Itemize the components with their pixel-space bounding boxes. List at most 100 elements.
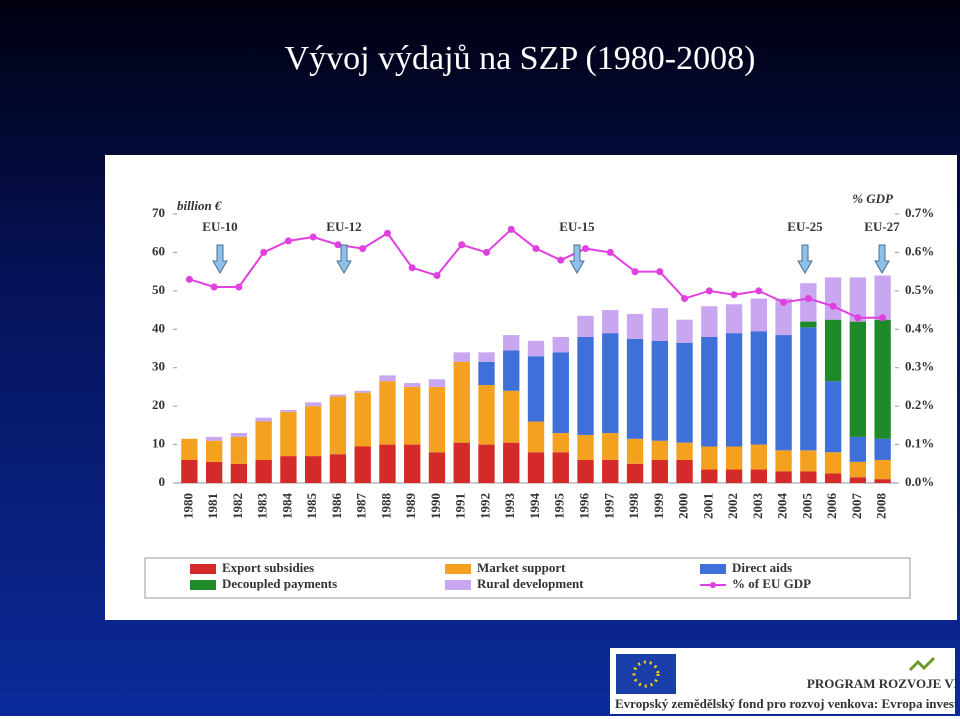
y2-tick-label: 0.6%: [905, 243, 934, 258]
legend-label: Decoupled payments: [222, 576, 337, 591]
annotation-arrow: [336, 244, 352, 274]
annotation: EU-10: [202, 219, 237, 234]
bar-segment: [329, 396, 347, 455]
y2-axis-label: % GDP: [852, 191, 894, 206]
x-tick-label: 1994: [527, 493, 542, 520]
bar-segment: [676, 342, 693, 443]
bar-segment: [453, 361, 470, 443]
bar-segment: [676, 319, 693, 343]
y2-tick-label: 0.2%: [905, 397, 934, 412]
bar-segment: [577, 459, 594, 483]
eu-flag: [616, 654, 676, 694]
legend-swatch: [700, 564, 726, 574]
line-marker: [879, 314, 887, 322]
bar-segment: [626, 313, 644, 339]
line-marker: [582, 245, 590, 253]
line-marker: [804, 295, 812, 303]
bar-segment: [800, 471, 817, 483]
bar-segment: [280, 411, 297, 457]
bar-segment: [824, 473, 842, 483]
bar-segment: [379, 444, 396, 483]
bar-segment: [775, 298, 792, 336]
bar-segment: [849, 321, 867, 437]
x-tick-label: 1993: [502, 493, 517, 520]
bar-segment: [354, 446, 371, 483]
bar-segment: [602, 433, 619, 460]
line-marker: [532, 245, 540, 253]
y2-tick-label: 0.7%: [905, 205, 934, 220]
y-tick-label: 30: [152, 359, 165, 374]
y2-tick-label: 0.5%: [905, 282, 934, 297]
bar-segment: [626, 463, 644, 483]
line-marker: [458, 241, 466, 249]
bar-segment: [478, 361, 495, 386]
bar-segment: [824, 452, 842, 474]
x-tick-label: 1985: [304, 493, 319, 520]
bar-segment: [725, 446, 743, 470]
legend-swatch: [190, 580, 216, 590]
y-tick-label: 40: [152, 320, 165, 335]
bar-segment: [701, 469, 718, 483]
bar-segment: [527, 356, 545, 422]
line-marker: [681, 295, 689, 303]
bar-segment: [255, 421, 272, 460]
bar-segment: [775, 335, 792, 451]
bar-segment: [701, 446, 718, 470]
x-tick-label: 2004: [775, 493, 790, 520]
y-tick-label: 10: [152, 436, 165, 451]
line-marker: [730, 291, 738, 299]
bar-segment: [280, 409, 297, 412]
bar-segment: [404, 383, 421, 387]
bar-segment: [428, 452, 446, 483]
footer: PROGRAM ROZVOJE VENKOVA Evropský zeměděl…: [610, 648, 960, 714]
x-tick-label: 1986: [329, 493, 344, 520]
y-tick-label: 50: [152, 282, 165, 297]
annotation: EU-27: [864, 219, 900, 234]
line-marker: [557, 256, 565, 264]
bar-segment: [725, 333, 743, 447]
x-tick-label: 1984: [279, 493, 294, 520]
bar-segment: [725, 469, 743, 483]
annotation: EU-15: [559, 219, 595, 234]
bar-segment: [800, 450, 817, 472]
x-tick-label: 2006: [824, 493, 839, 520]
bar-segment: [651, 340, 668, 441]
bar-segment: [800, 321, 817, 328]
bar-segment: [824, 277, 842, 320]
bar-segment: [503, 335, 520, 351]
bar-segment: [205, 440, 223, 462]
footer-text: Evropský zemědělský fond pro rozvoj venk…: [615, 696, 955, 711]
bar-segment: [552, 452, 569, 483]
bar-segment: [651, 459, 668, 483]
bar-segment: [824, 319, 842, 382]
bar-segment: [428, 386, 446, 453]
line-marker: [309, 233, 317, 241]
line-marker: [829, 302, 837, 310]
bar-segment: [305, 402, 322, 407]
bar-segment: [577, 434, 594, 460]
eu-stars: [632, 660, 660, 688]
x-tick-label: 2001: [700, 493, 715, 519]
x-tick-label: 1981: [205, 493, 220, 519]
bar-segment: [205, 461, 223, 483]
bar-segment: [527, 452, 545, 483]
bar-segment: [874, 479, 891, 483]
legend-label: Rural development: [477, 576, 584, 591]
bar-segment: [750, 298, 767, 332]
y2-tick-label: 0.1%: [905, 436, 934, 451]
bar-segment: [800, 283, 817, 322]
bar-segment: [577, 315, 594, 337]
x-tick-label: 2008: [874, 493, 889, 520]
x-tick-label: 1997: [601, 493, 616, 520]
x-tick-label: 1991: [453, 493, 468, 519]
x-tick-label: 2007: [849, 493, 864, 520]
x-tick-label: 1980: [180, 493, 195, 519]
bar-segment: [205, 436, 223, 441]
bar-segment: [626, 438, 644, 464]
bar-segment: [478, 444, 495, 483]
bar-segment: [453, 442, 470, 483]
bar-segment: [651, 308, 668, 341]
bar-segment: [181, 438, 198, 460]
bar-segment: [874, 319, 891, 439]
legend-swatch: [445, 580, 471, 590]
